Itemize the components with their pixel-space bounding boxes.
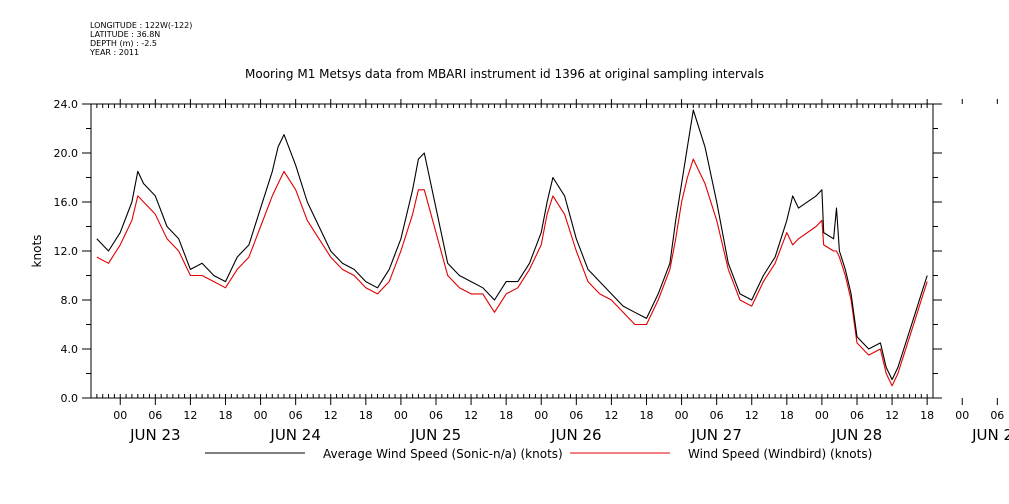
x-tick-label: 00 xyxy=(955,409,969,422)
x-tick-label: 18 xyxy=(780,409,794,422)
legend-label-windbird: Wind Speed (Windbird) (knots) xyxy=(688,447,872,461)
x-tick-label: 06 xyxy=(710,409,724,422)
x-tick-label: 00 xyxy=(254,409,268,422)
axes-layer: 00 06 12 18 00 06 12 18 00 06 12 18 00 06 12 18 00 06 12 18… xyxy=(30,98,1009,444)
x-tick-label: 06 xyxy=(289,409,303,422)
series-line-sonic xyxy=(96,109,928,381)
x-tick-label: 12 xyxy=(183,409,197,422)
longitude-text: LONGITUDE : 122W(-122) xyxy=(90,21,193,30)
y-tick-label: 0.0 xyxy=(61,392,79,405)
y-tick-label: 24.0 xyxy=(54,98,79,111)
x-day-label: JUN 23 xyxy=(129,426,180,444)
x-tick-label: 06 xyxy=(569,409,583,422)
x-day-label: JUN 26 xyxy=(550,426,601,444)
x-tick-label: 18 xyxy=(499,409,513,422)
x-tick-label: 12 xyxy=(885,409,899,422)
y-tick-label: 12.0 xyxy=(54,245,79,258)
y-tick-label: 16.0 xyxy=(54,196,79,209)
x-tick-label: 00 xyxy=(113,409,127,422)
x-tick-label: 18 xyxy=(639,409,653,422)
y-tick-label: 20.0 xyxy=(54,147,79,160)
y-tick-label: 8.0 xyxy=(61,294,79,307)
legend: Average Wind Speed (Sonic-n/a) (knots) Wi… xyxy=(205,447,872,461)
series-line-windbird xyxy=(96,158,928,387)
y-tick-label: 4.0 xyxy=(61,343,79,356)
depth-text: DEPTH (m) : -2.5 xyxy=(90,39,157,48)
x-tick-label: 06 xyxy=(990,409,1004,422)
x-day-label: JUN 25 xyxy=(410,426,461,444)
legend-label-sonic: Average Wind Speed (Sonic-n/a) (knots) xyxy=(323,447,563,461)
x-tick-label: 12 xyxy=(324,409,338,422)
latitude-text: LATITUDE : 36.8N xyxy=(90,30,161,39)
x-tick-label: 18 xyxy=(218,409,232,422)
mooring-metadata: LONGITUDE : 122W(-122) LATITUDE : 36.8N DE… xyxy=(90,21,192,57)
series-layer xyxy=(96,109,928,387)
plot-frame xyxy=(90,103,934,399)
x-day-label: JUN 29 xyxy=(971,426,1009,444)
x-day-label: JUN 24 xyxy=(269,426,320,444)
x-day-label: JUN 27 xyxy=(690,426,741,444)
x-tick-label: 06 xyxy=(850,409,864,422)
x-tick-label: 06 xyxy=(148,409,162,422)
x-tick-label: 00 xyxy=(534,409,548,422)
x-tick-label: 18 xyxy=(920,409,934,422)
x-tick-label: 00 xyxy=(815,409,829,422)
x-day-label: JUN 28 xyxy=(831,426,882,444)
x-tick-label: 06 xyxy=(429,409,443,422)
x-tick-label: 00 xyxy=(394,409,408,422)
chart-title: Mooring M1 Metsys data from MBARI instru… xyxy=(245,67,764,81)
x-tick-label: 00 xyxy=(675,409,689,422)
year-text: YEAR : 2011 xyxy=(90,48,140,57)
x-tick-label: 18 xyxy=(359,409,373,422)
x-tick-label: 12 xyxy=(604,409,618,422)
x-tick-label: 12 xyxy=(464,409,478,422)
y-axis-label: knots xyxy=(30,235,44,268)
x-tick-label: 12 xyxy=(745,409,759,422)
